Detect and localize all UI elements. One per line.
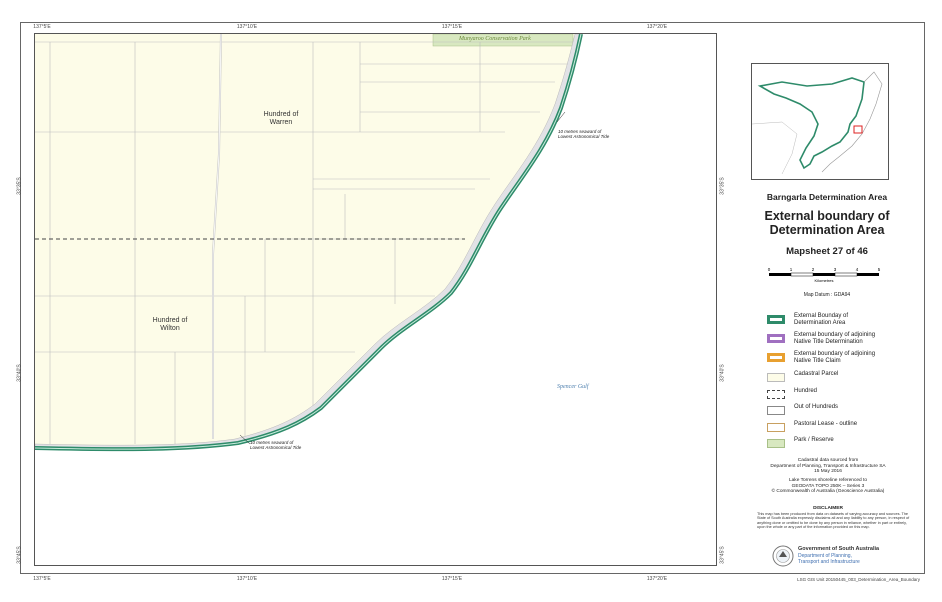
tick-bottom-1: 137°5'E [33,576,51,582]
scale-label-4: 4 [856,267,859,272]
tick-right-3: 33°45'S [719,546,726,564]
map-canvas [35,34,583,452]
legend-swatch [767,373,785,382]
scale-unit: Kilometres [815,278,834,283]
locator-inset-map [751,63,889,180]
main-title: External boundary of Determination Area [764,209,890,237]
annotation-leader-top [556,111,566,123]
legend-label: Out of Hundreds [794,404,839,410]
area-title: Barngarla Determination Area [766,192,888,202]
tick-bottom-4: 137°20'E [646,576,668,582]
tick-bottom-3: 137°15'E [441,576,463,582]
legend-swatch [767,353,785,362]
scale-label-1: 1 [790,267,793,272]
map-sheet-frame [20,22,925,574]
mapsheet-label: Mapsheet 27 of 46 [786,246,868,257]
legend-swatch [767,406,785,415]
inset-boundary [757,77,865,170]
tick-top-2: 137°10'E [236,24,258,30]
legend-label: Park / Reserve [794,437,834,443]
scale-label-3: 3 [834,267,837,272]
legend-label: Pastoral Lease - outline [794,421,858,427]
tick-left-1: 33°35'S [16,177,23,195]
legend-swatch [767,334,785,343]
road-inner [212,34,222,439]
legend-swatch [767,423,785,432]
legend-swatch [767,315,785,324]
main-map[interactable]: Munyaroo Conservation Park Hundred of Wa… [34,33,717,566]
map-datum: Map Datum : GDA94 [803,292,851,298]
scale-label-5: 5 [878,267,881,272]
spencer-gulf-label: Spencer Gulf [557,384,589,390]
legend-label: External boundary of adjoining Native Ti… [794,351,876,364]
disclaimer-text: This map has been produced from data on … [757,512,910,530]
tick-right-2: 33°40'S [719,364,726,382]
annotation-bottom: 10 metres seaward of Lowest Astronomical… [250,440,302,450]
inset-mapsheet-marker [853,125,863,134]
legend-label: Cadastral Parcel [794,371,839,377]
legend-label: Hundred [794,388,818,394]
tick-right-1: 33°35'S [719,177,726,195]
legend-label: External Bounday of Determination Area [794,313,849,326]
scale-label-0: 0 [768,267,771,272]
scale-bar-graphic: 0 1 2 3 4 5 Kilometres [768,267,881,283]
annotation-top: 10 metres seaward of Lowest Astronomical… [558,129,610,139]
cadastral-lines [35,41,575,444]
government-logo-block: Government of South Australia Department… [772,545,922,569]
department-name: Department of Planning, Transport and In… [798,553,860,565]
hundred-warren-label: Hundred of Warren [263,111,299,126]
disclaimer-heading: DISCLAIMER [813,506,843,511]
footer-file-reference: LSG GIS Unit 20150445_003_Determination_… [797,577,920,582]
tick-top-1: 137°5'E [33,24,51,30]
shoreline-source-note: Lake Torrens shoreline referenced to GEO… [771,478,885,495]
legend-label: External boundary of adjoining Native Ti… [794,332,876,345]
sa-crest-icon [772,545,794,567]
tick-left-2: 33°40'S [16,364,23,382]
park-reserve [432,34,574,47]
tick-bottom-2: 137°10'E [236,576,258,582]
locator-canvas [751,71,883,175]
government-name: Government of South Australia [798,546,880,552]
cadastral-source-note: Cadastral data sourced from Department o… [770,458,886,475]
scale-label-2: 2 [812,267,815,272]
tick-left-3: 33°45'S [16,546,23,564]
land-area [35,34,575,446]
legend-swatch [767,439,785,448]
inset-coast [821,71,883,173]
park-label: Munyaroo Conservation Park [459,36,531,42]
hundred-wilton-label: Hundred of Wilton [152,317,188,332]
annotation-leader-bottom [239,434,251,445]
legend-swatch [767,390,785,399]
scale-bar: 0 1 2 3 4 5 Kilometres [766,266,883,286]
tick-top-4: 137°20'E [646,24,668,30]
tick-top-3: 137°15'E [441,24,463,30]
